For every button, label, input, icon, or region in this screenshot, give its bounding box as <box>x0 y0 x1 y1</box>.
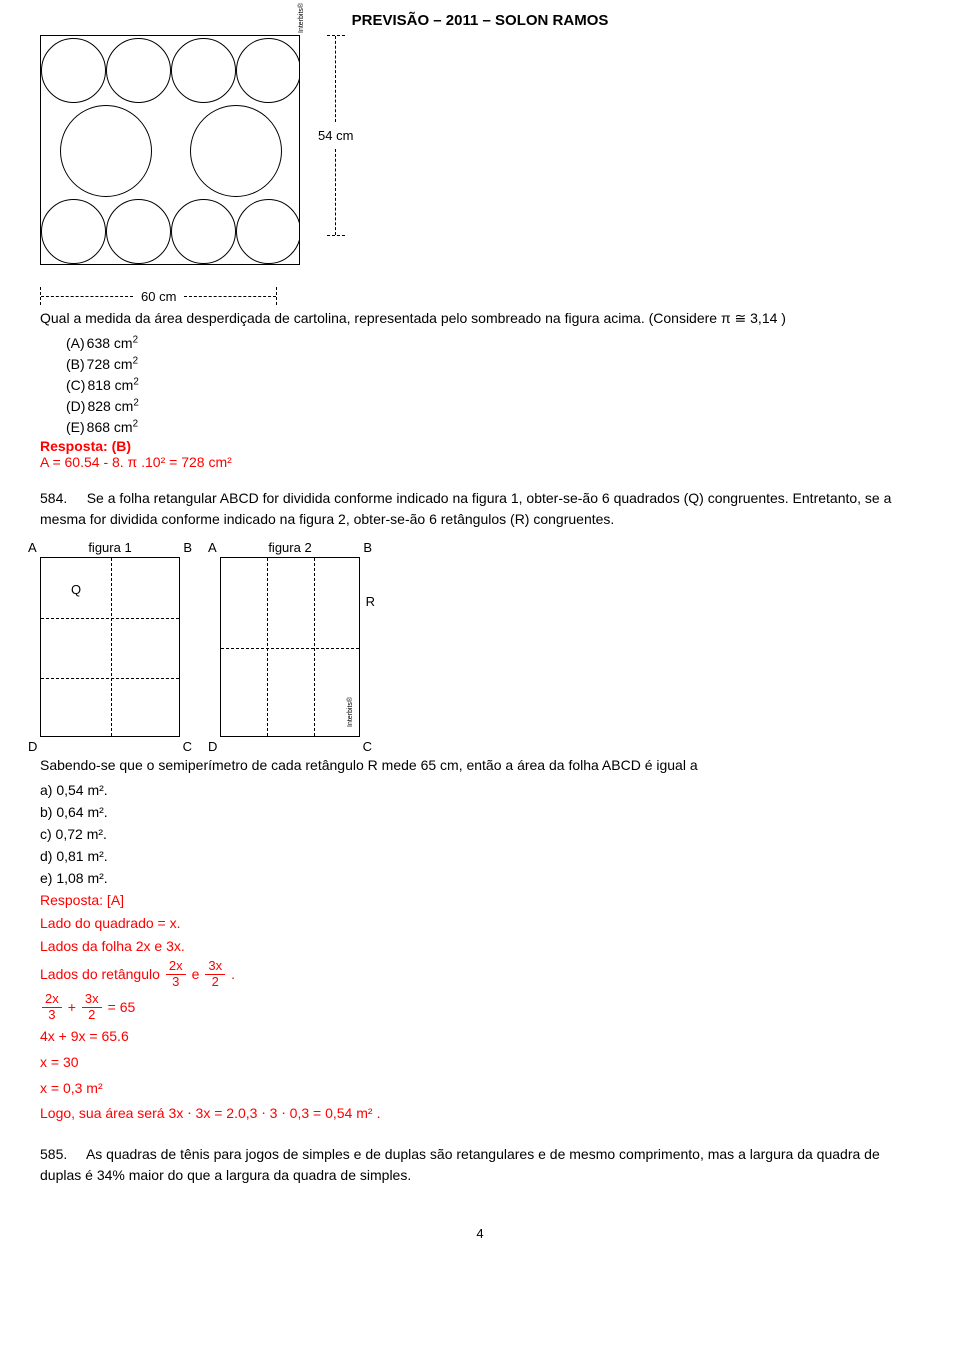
corner-a1: A <box>28 540 37 555</box>
figure-2-sheet: R Interbits® <box>220 557 360 737</box>
circle-icon <box>60 105 152 197</box>
q1-choices: (A) 638 cm2(B) 728 cm2(C) 818 cm2(D) 828… <box>40 333 920 438</box>
q1-choice: (A) 638 cm2 <box>66 333 920 354</box>
q584-text: Se a folha retangular ABCD for dividida … <box>40 490 891 527</box>
choice-text: 828 cm2 <box>87 396 138 417</box>
corner-b1: B <box>183 540 192 555</box>
q1-choice: (B) 728 cm2 <box>66 354 920 375</box>
width-label: 60 cm <box>133 289 184 304</box>
watermark-icon-2: Interbits® <box>347 697 354 727</box>
circle-icon <box>236 38 300 103</box>
q584-solution: Lado do quadrado = x. Lados da folha 2x … <box>40 912 920 1127</box>
sol-line-2: Lados da folha 2x e 3x. <box>40 935 920 959</box>
q584-option: c) 0,72 m². <box>40 826 920 842</box>
figure-1-sheet: Q <box>40 557 180 737</box>
corner-c1: C <box>183 739 192 754</box>
circles-box <box>40 35 300 265</box>
circle-icon <box>41 38 106 103</box>
eq1-d2: 2 <box>85 1008 98 1023</box>
corner-b2: B <box>363 540 372 555</box>
q584-options: a) 0,54 m². b) 0,64 m². c) 0,72 m². d) 0,81… <box>40 782 920 886</box>
eq1-n2: 3x <box>82 992 102 1008</box>
circle-icon <box>171 38 236 103</box>
circle-icon <box>106 199 171 264</box>
corner-a2: A <box>208 540 217 555</box>
page-title: PREVISÃO – 2011 – SOLON RAMOS <box>40 12 920 29</box>
sol-eq2: 4x + 9x = 65.6 <box>40 1025 920 1049</box>
figure-1-wrap: A figura 1 B Q D C <box>40 540 180 739</box>
q1-work: A = 60.54 - 8. π .10² = 728 cm² <box>40 454 920 470</box>
sol-eq4: x = 0,3 m² <box>40 1077 920 1101</box>
figure-1-label: figura 1 <box>88 540 131 555</box>
frac-3x-2-den: 2 <box>209 975 222 990</box>
q1-choice: (C) 818 cm2 <box>66 375 920 396</box>
frac-3x-2-num: 3x <box>205 959 225 975</box>
label-q: Q <box>71 582 81 597</box>
q584-stem2: Sabendo-se que o semiperímetro de cada r… <box>40 755 920 776</box>
sol-final-math: 3x ⋅ 3x = 2.0,3 ⋅ 3 ⋅ 0,3 = 0,54 m² <box>169 1102 373 1126</box>
choice-letter: (B) <box>66 354 85 375</box>
sol-eq3: x = 30 <box>40 1051 920 1075</box>
height-label: 54 cm <box>318 122 353 149</box>
frac-2x-3-den: 3 <box>169 975 182 990</box>
sol-l3-mid: e <box>192 963 200 987</box>
q584-stem: 584. Se a folha retangular ABCD for divi… <box>40 488 920 530</box>
figure-2-wrap: A figura 2 B R Interbits® D C <box>220 540 360 739</box>
q584-figures: A figura 1 B Q D C A figura 2 B R Interb… <box>40 540 920 739</box>
q1-choice: (E) 868 cm2 <box>66 417 920 438</box>
eq1-d1: 3 <box>45 1008 58 1023</box>
sol-line-1: Lado do quadrado = x. <box>40 912 920 936</box>
sol-l3-pre: Lados do retângulo <box>40 963 160 987</box>
watermark-icon: Interbits® <box>298 3 305 33</box>
q584-answer-tag: Resposta: [A] <box>40 892 920 908</box>
frac-2x-3-num: 2x <box>166 959 186 975</box>
corner-d2: D <box>208 739 217 754</box>
choice-letter: (E) <box>66 417 85 438</box>
sol-line-3: Lados do retângulo 2x3 e 3x2 . <box>40 959 920 990</box>
q1-stem: Qual a medida da área desperdiçada de ca… <box>40 309 920 329</box>
corner-c2: C <box>363 739 372 754</box>
choice-text: 818 cm2 <box>87 375 138 396</box>
figure-circles: 60 cm Interbits® 54 cm <box>40 35 920 305</box>
q585-text: As quadras de tênis para jogos de simple… <box>40 1146 880 1183</box>
sol-l3-end: . <box>231 963 235 987</box>
q585-stem: 585. As quadras de tênis para jogos de s… <box>40 1144 920 1186</box>
choice-text: 868 cm2 <box>87 417 138 438</box>
circle-icon <box>190 105 282 197</box>
eq1-n1: 2x <box>42 992 62 1008</box>
choice-text: 638 cm2 <box>87 333 138 354</box>
corner-d1: D <box>28 739 37 754</box>
choice-letter: (C) <box>66 375 85 396</box>
sol-final-end: . <box>377 1102 381 1126</box>
choice-text: 728 cm2 <box>87 354 138 375</box>
circle-icon <box>171 199 236 264</box>
page-number: 4 <box>40 1226 920 1241</box>
circle-icon <box>41 199 106 264</box>
sol-final-pre: Logo, sua área será <box>40 1102 165 1126</box>
circle-icon <box>106 38 171 103</box>
height-dimension: 54 cm <box>318 35 353 265</box>
q1-answer: Resposta: (B) <box>40 438 920 454</box>
q584-option: e) 1,08 m². <box>40 870 920 886</box>
eq1-rhs: = 65 <box>108 996 136 1020</box>
q584-option: d) 0,81 m². <box>40 848 920 864</box>
circle-icon <box>236 199 300 264</box>
choice-letter: (A) <box>66 333 85 354</box>
figure-2-label: figura 2 <box>268 540 311 555</box>
choice-letter: (D) <box>66 396 85 417</box>
label-r: R <box>366 594 375 609</box>
q584-option: b) 0,64 m². <box>40 804 920 820</box>
q584-option: a) 0,54 m². <box>40 782 920 798</box>
sol-eq1: 2x3 + 3x2 = 65 <box>40 992 920 1023</box>
q1-choice: (D) 828 cm2 <box>66 396 920 417</box>
q585-number: 585. <box>40 1146 67 1162</box>
eq1-plus: + <box>68 996 76 1020</box>
q584-number: 584. <box>40 490 67 506</box>
sol-final: Logo, sua área será 3x ⋅ 3x = 2.0,3 ⋅ 3 … <box>40 1102 920 1126</box>
